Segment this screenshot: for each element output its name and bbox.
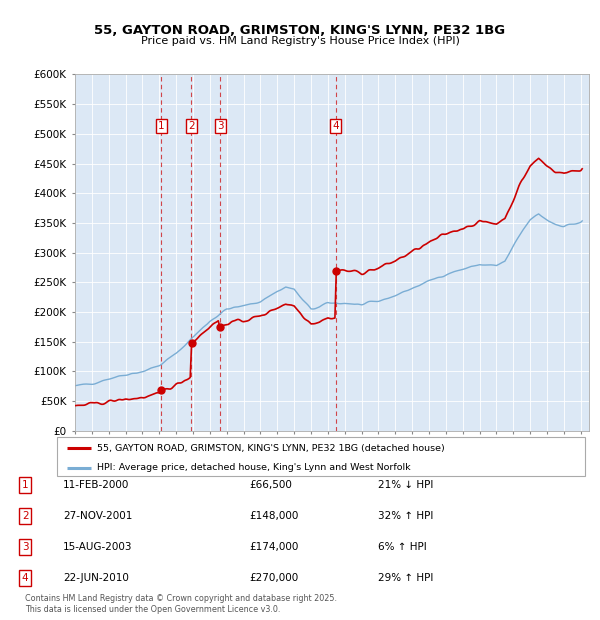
Text: 27-NOV-2001: 27-NOV-2001: [63, 511, 133, 521]
Text: 2: 2: [22, 511, 29, 521]
Text: £66,500: £66,500: [249, 480, 292, 490]
Text: This data is licensed under the Open Government Licence v3.0.: This data is licensed under the Open Gov…: [25, 604, 281, 614]
Text: £148,000: £148,000: [249, 511, 298, 521]
Text: 4: 4: [22, 573, 29, 583]
Text: HPI: Average price, detached house, King's Lynn and West Norfolk: HPI: Average price, detached house, King…: [97, 463, 410, 472]
Text: 1: 1: [158, 121, 164, 131]
Text: 6% ↑ HPI: 6% ↑ HPI: [378, 542, 427, 552]
Text: Contains HM Land Registry data © Crown copyright and database right 2025.: Contains HM Land Registry data © Crown c…: [25, 594, 337, 603]
Text: £270,000: £270,000: [249, 573, 298, 583]
Text: Price paid vs. HM Land Registry's House Price Index (HPI): Price paid vs. HM Land Registry's House …: [140, 36, 460, 46]
Text: £174,000: £174,000: [249, 542, 298, 552]
Text: 15-AUG-2003: 15-AUG-2003: [63, 542, 133, 552]
Text: 3: 3: [22, 542, 29, 552]
Text: 22-JUN-2010: 22-JUN-2010: [63, 573, 129, 583]
Text: 21% ↓ HPI: 21% ↓ HPI: [378, 480, 433, 490]
FancyBboxPatch shape: [57, 437, 585, 476]
Text: 55, GAYTON ROAD, GRIMSTON, KING'S LYNN, PE32 1BG (detached house): 55, GAYTON ROAD, GRIMSTON, KING'S LYNN, …: [97, 443, 445, 453]
Text: 4: 4: [332, 121, 339, 131]
Text: 32% ↑ HPI: 32% ↑ HPI: [378, 511, 433, 521]
Text: 3: 3: [217, 121, 224, 131]
Text: 1: 1: [22, 480, 29, 490]
Text: 29% ↑ HPI: 29% ↑ HPI: [378, 573, 433, 583]
Text: 55, GAYTON ROAD, GRIMSTON, KING'S LYNN, PE32 1BG: 55, GAYTON ROAD, GRIMSTON, KING'S LYNN, …: [94, 24, 506, 37]
Text: 11-FEB-2000: 11-FEB-2000: [63, 480, 130, 490]
Text: 2: 2: [188, 121, 195, 131]
